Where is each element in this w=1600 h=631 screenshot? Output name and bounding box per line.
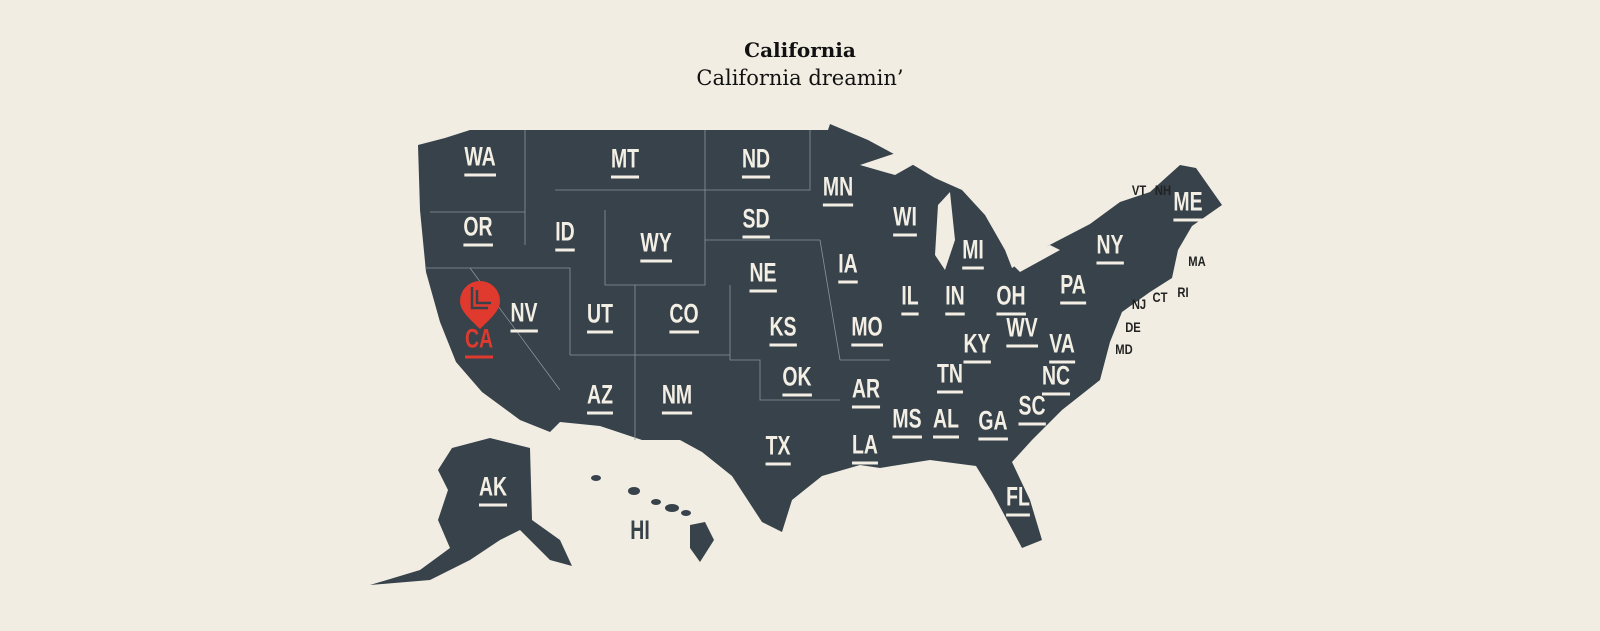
state-label-sc[interactable]: SC: [1018, 392, 1046, 426]
state-label-mo[interactable]: MO: [851, 313, 883, 347]
state-label-wy[interactable]: WY: [640, 229, 672, 263]
state-label-ma[interactable]: MA: [1188, 253, 1206, 269]
state-label-nm[interactable]: NM: [661, 381, 693, 415]
state-label-nh[interactable]: NH: [1154, 182, 1172, 198]
state-label-co[interactable]: CO: [669, 300, 699, 334]
state-label-ca[interactable]: CA: [464, 325, 494, 359]
state-label-ri[interactable]: RI: [1177, 284, 1189, 300]
state-label-ny[interactable]: NY: [1096, 231, 1124, 265]
state-label-al[interactable]: AL: [933, 405, 959, 439]
state-label-mt[interactable]: MT: [610, 145, 640, 179]
state-label-sd[interactable]: SD: [742, 205, 770, 239]
state-label-tx[interactable]: TX: [765, 432, 791, 466]
state-label-la[interactable]: LA: [852, 431, 878, 465]
state-label-ct[interactable]: CT: [1152, 289, 1168, 305]
state-label-id[interactable]: ID: [555, 218, 575, 252]
state-label-ms[interactable]: MS: [892, 405, 922, 439]
state-label-ok[interactable]: OK: [782, 363, 812, 397]
lower-48-shape[interactable]: [418, 124, 1222, 548]
state-label-nd[interactable]: ND: [741, 145, 771, 179]
state-label-wa[interactable]: WA: [464, 143, 496, 177]
state-label-or[interactable]: OR: [463, 213, 493, 247]
state-label-nv[interactable]: NV: [510, 299, 538, 333]
map-pin-icon[interactable]: [460, 281, 500, 329]
map-title: California: [744, 38, 856, 62]
state-label-pa[interactable]: PA: [1060, 271, 1086, 305]
state-label-az[interactable]: AZ: [587, 381, 613, 415]
state-label-in[interactable]: IN: [945, 282, 965, 316]
state-label-vt[interactable]: VT: [1131, 182, 1147, 198]
state-label-de[interactable]: DE: [1125, 319, 1141, 335]
state-label-mi[interactable]: MI: [962, 236, 984, 270]
state-label-ky[interactable]: KY: [963, 330, 991, 364]
state-label-ga[interactable]: GA: [978, 407, 1008, 441]
hawaii-shape[interactable]: [591, 475, 714, 562]
state-label-tn[interactable]: TN: [937, 360, 963, 394]
state-label-md[interactable]: MD: [1115, 341, 1133, 357]
state-label-nj[interactable]: NJ: [1131, 296, 1147, 312]
state-label-fl[interactable]: FL: [1006, 483, 1030, 517]
state-label-ar[interactable]: AR: [851, 375, 881, 409]
state-borders: [425, 130, 890, 440]
great-lakes: [860, 150, 1060, 272]
state-label-oh[interactable]: OH: [996, 282, 1026, 316]
state-label-ia[interactable]: IA: [838, 250, 858, 284]
state-label-hi[interactable]: HI: [630, 515, 650, 545]
state-label-ne[interactable]: NE: [749, 259, 777, 293]
state-label-ks[interactable]: KS: [769, 313, 797, 347]
state-label-nc[interactable]: NC: [1041, 362, 1071, 396]
alaska-shape[interactable]: [370, 438, 572, 585]
state-label-ak[interactable]: AK: [478, 473, 508, 507]
state-label-ut[interactable]: UT: [587, 300, 613, 334]
state-label-me[interactable]: ME: [1173, 188, 1203, 222]
state-label-wi[interactable]: WI: [893, 203, 917, 237]
map-subtitle: California dreamin’: [696, 66, 904, 90]
state-label-il[interactable]: IL: [901, 282, 919, 316]
state-label-va[interactable]: VA: [1049, 330, 1075, 364]
state-label-mn[interactable]: MN: [822, 173, 854, 207]
state-label-wv[interactable]: WV: [1006, 314, 1038, 348]
